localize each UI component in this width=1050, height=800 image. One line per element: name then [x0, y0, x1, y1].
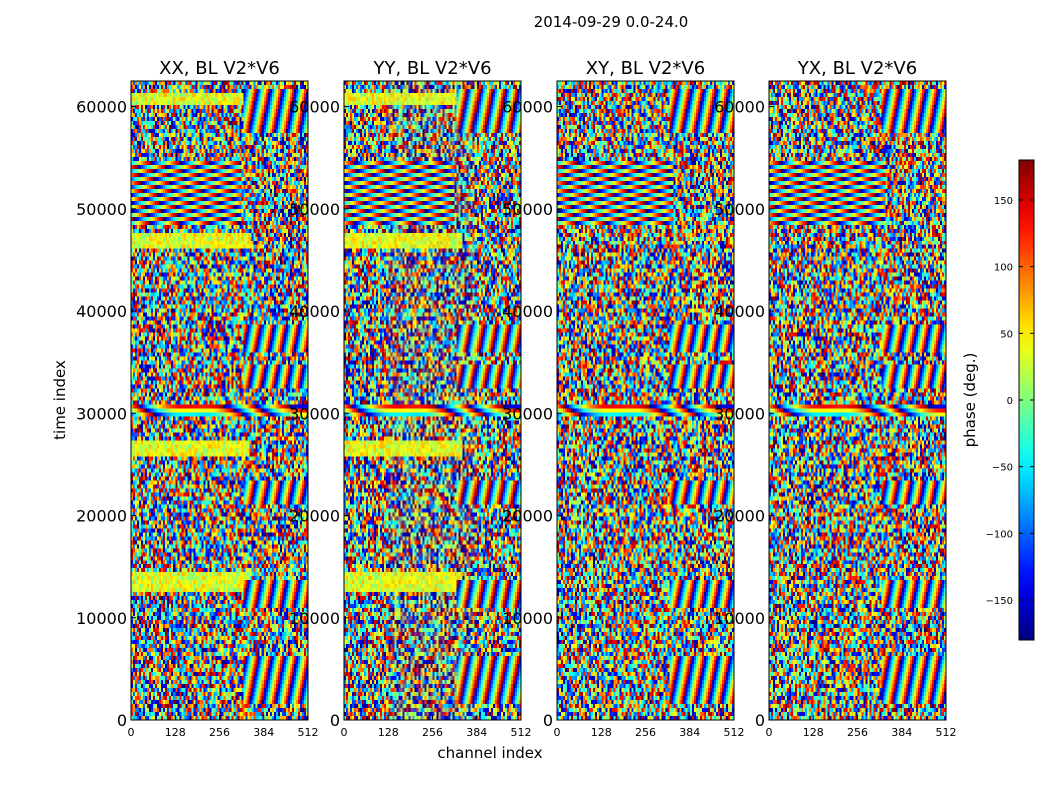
x-tick-label: 256 — [422, 726, 443, 739]
x-tick-label: 512 — [511, 726, 532, 739]
panel-2: YY, BL V2*V6 0 128 256 384 512 0 10000 20000 3000… — [289, 58, 531, 739]
panel-1: XX, BL V2*V6 0 128 256 384 512 0 10000 20000 3000… — [76, 58, 318, 739]
x-tick-label: 128 — [165, 726, 186, 739]
y-tick-label: 0 — [543, 711, 553, 730]
y-tick-label: 20000 — [502, 507, 553, 526]
x-tick-label: 0 — [341, 726, 348, 739]
heatmap-image — [344, 81, 521, 720]
x-axis-label: channel index — [437, 744, 542, 762]
y-tick-label: 60000 — [714, 98, 765, 117]
colorbar-tick-label: 50 — [1000, 329, 1013, 340]
y-tick-label: 40000 — [502, 302, 553, 321]
y-tick-label: 50000 — [289, 200, 340, 219]
x-tick-label: 384 — [253, 726, 274, 739]
y-tick-label: 20000 — [714, 507, 765, 526]
x-tick-label: 0 — [554, 726, 561, 739]
y-tick-label: 60000 — [289, 98, 340, 117]
y-axis-label: time index — [51, 360, 69, 440]
x-tick-label: 384 — [466, 726, 487, 739]
y-tick-label: 10000 — [714, 609, 765, 628]
y-tick-label: 0 — [117, 711, 127, 730]
panel-4: YX, BL V2*V6 0 128 256 384 512 0 10000 20000 3000… — [714, 58, 956, 739]
x-tick-label: 512 — [298, 726, 319, 739]
y-tick-label: 10000 — [289, 609, 340, 628]
heatmap-panels: XX, BL V2*V6 0 128 256 384 512 0 10000 20000 3000… — [76, 58, 956, 739]
colorbar-tick-label: −50 — [992, 463, 1013, 474]
x-tick-label: 384 — [679, 726, 700, 739]
x-tick-label: 512 — [936, 726, 957, 739]
panel-title: YY, BL V2*V6 — [372, 58, 491, 79]
y-tick-label: 0 — [330, 711, 340, 730]
y-tick-label: 60000 — [502, 98, 553, 117]
panel-title: YX, BL V2*V6 — [797, 58, 917, 79]
y-tick-label: 50000 — [714, 200, 765, 219]
y-tick-label: 30000 — [76, 404, 127, 423]
x-tick-label: 512 — [724, 726, 745, 739]
y-tick-label: 10000 — [76, 609, 127, 628]
x-tick-label: 0 — [128, 726, 135, 739]
y-tick-label: 40000 — [289, 302, 340, 321]
x-tick-label: 0 — [766, 726, 773, 739]
x-tick-label: 256 — [847, 726, 868, 739]
colorbar-tick-label: 100 — [994, 263, 1013, 274]
y-tick-label: 30000 — [714, 404, 765, 423]
y-tick-label: 0 — [755, 711, 765, 730]
y-tick-label: 60000 — [76, 98, 127, 117]
colorbar-label: phase (deg.) — [961, 353, 979, 448]
y-tick-label: 20000 — [289, 507, 340, 526]
panel-3: XY, BL V2*V6 0 128 256 384 512 0 10000 20000 3000… — [502, 58, 744, 739]
colorbar: 150 100 50 0 −50 −100 −150 — [986, 159, 1035, 641]
heatmap-image — [131, 81, 308, 720]
colorbar-tick-label: −150 — [986, 596, 1013, 607]
colorbar-tick-label: −100 — [986, 529, 1013, 540]
figure-suptitle: 2014-09-29 0.0-24.0 — [534, 13, 689, 31]
panel-title: XX, BL V2*V6 — [159, 58, 280, 79]
y-tick-label: 40000 — [76, 302, 127, 321]
y-tick-label: 50000 — [76, 200, 127, 219]
y-tick-label: 50000 — [502, 200, 553, 219]
heatmap-image — [769, 81, 946, 720]
y-tick-label: 40000 — [714, 302, 765, 321]
y-tick-label: 30000 — [289, 404, 340, 423]
panel-title: XY, BL V2*V6 — [586, 58, 705, 79]
x-tick-label: 384 — [891, 726, 912, 739]
x-tick-label: 128 — [591, 726, 612, 739]
y-tick-label: 10000 — [502, 609, 553, 628]
x-tick-label: 128 — [803, 726, 824, 739]
colorbar-tick-label: 0 — [1007, 396, 1013, 407]
colorbar-tick-label: 150 — [994, 196, 1013, 207]
x-tick-label: 128 — [378, 726, 399, 739]
y-tick-label: 20000 — [76, 507, 127, 526]
x-tick-label: 256 — [635, 726, 656, 739]
x-tick-label: 256 — [209, 726, 230, 739]
heatmap-image — [557, 81, 734, 720]
y-tick-label: 30000 — [502, 404, 553, 423]
